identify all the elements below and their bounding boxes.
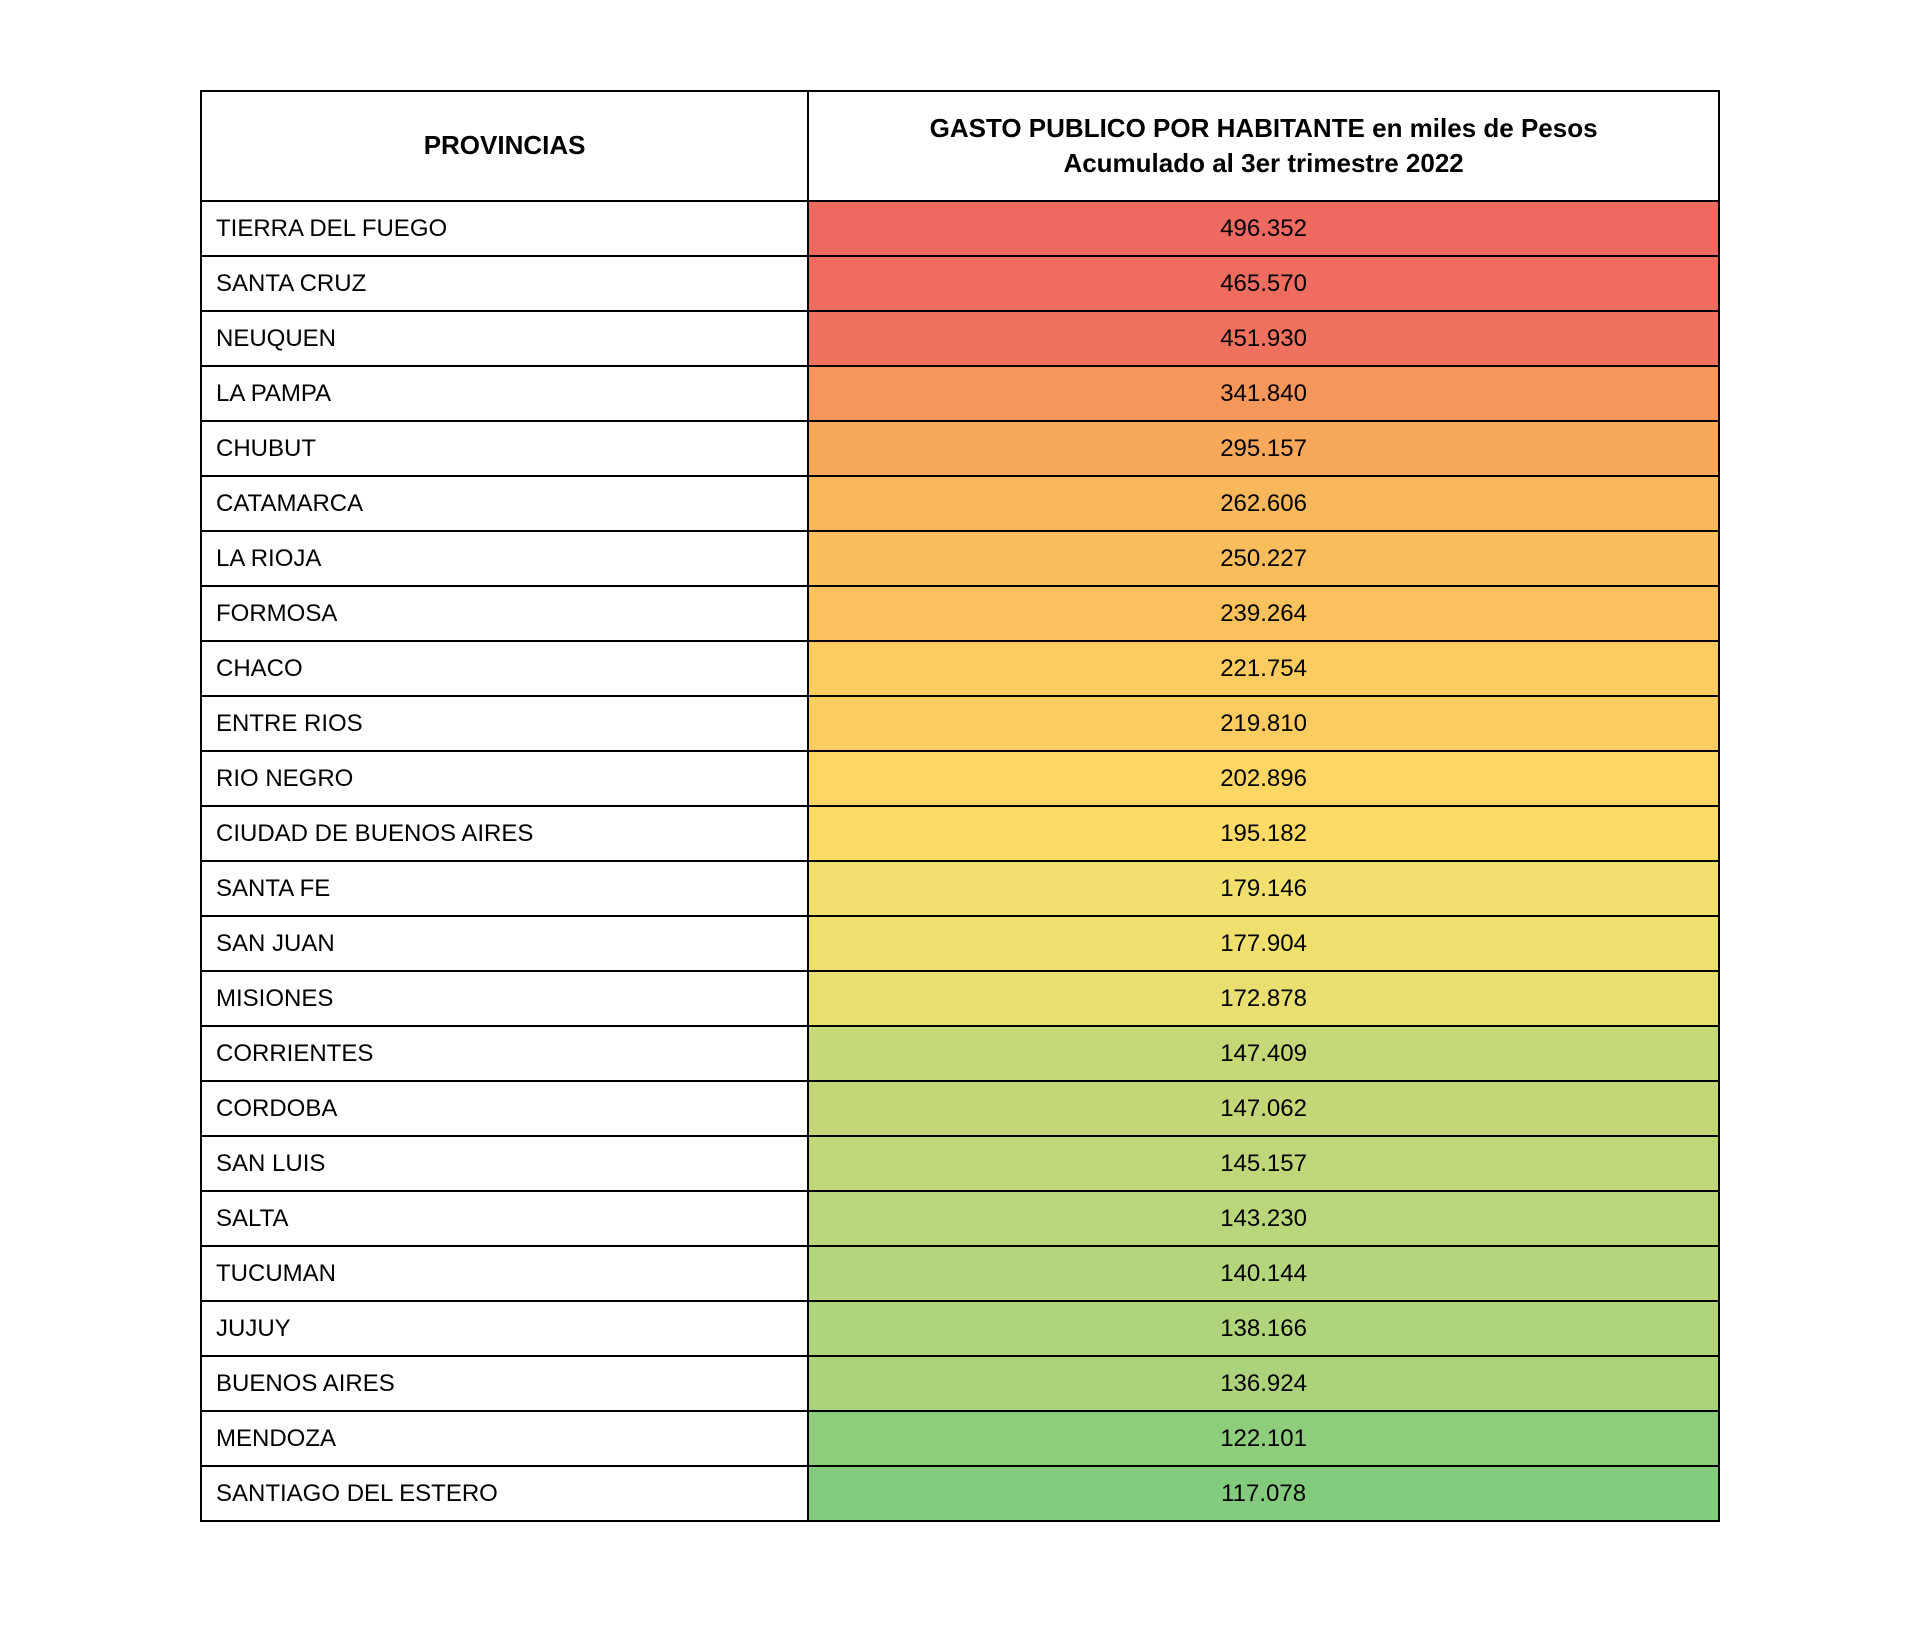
valor-cell: 202.896 (808, 751, 1719, 806)
table-row: ENTRE RIOS219.810 (201, 696, 1719, 751)
table-row: TIERRA DEL FUEGO496.352 (201, 201, 1719, 256)
valor-cell: 147.409 (808, 1026, 1719, 1081)
table-header-row: PROVINCIAS GASTO PUBLICO POR HABITANTE e… (201, 91, 1719, 201)
provincia-cell: SALTA (201, 1191, 808, 1246)
table-row: MENDOZA122.101 (201, 1411, 1719, 1466)
valor-cell: 136.924 (808, 1356, 1719, 1411)
table-body: TIERRA DEL FUEGO496.352SANTA CRUZ465.570… (201, 201, 1719, 1521)
table-row: SALTA143.230 (201, 1191, 1719, 1246)
table-row: SANTA FE179.146 (201, 861, 1719, 916)
table-row: SANTA CRUZ465.570 (201, 256, 1719, 311)
table-row: SAN LUIS145.157 (201, 1136, 1719, 1191)
provincia-cell: JUJUY (201, 1301, 808, 1356)
header-provincias-text: PROVINCIAS (424, 130, 586, 160)
table-row: CORDOBA147.062 (201, 1081, 1719, 1136)
table-row: TUCUMAN140.144 (201, 1246, 1719, 1301)
table-row: LA PAMPA341.840 (201, 366, 1719, 421)
table-row: RIO NEGRO202.896 (201, 751, 1719, 806)
provincia-cell: NEUQUEN (201, 311, 808, 366)
provincia-cell: SAN LUIS (201, 1136, 808, 1191)
valor-cell: 138.166 (808, 1301, 1719, 1356)
valor-cell: 195.182 (808, 806, 1719, 861)
header-valor-line1: GASTO PUBLICO POR HABITANTE en miles de … (930, 113, 1598, 143)
table-row: FORMOSA239.264 (201, 586, 1719, 641)
table-row: BUENOS AIRES136.924 (201, 1356, 1719, 1411)
valor-cell: 341.840 (808, 366, 1719, 421)
valor-cell: 143.230 (808, 1191, 1719, 1246)
valor-cell: 179.146 (808, 861, 1719, 916)
table-row: NEUQUEN451.930 (201, 311, 1719, 366)
valor-cell: 140.144 (808, 1246, 1719, 1301)
valor-cell: 295.157 (808, 421, 1719, 476)
valor-cell: 465.570 (808, 256, 1719, 311)
table-row: SAN JUAN177.904 (201, 916, 1719, 971)
provincia-cell: TIERRA DEL FUEGO (201, 201, 808, 256)
table-row: SANTIAGO DEL ESTERO117.078 (201, 1466, 1719, 1521)
provincia-cell: LA PAMPA (201, 366, 808, 421)
provincia-cell: CIUDAD DE BUENOS AIRES (201, 806, 808, 861)
valor-cell: 221.754 (808, 641, 1719, 696)
header-valor-line2: Acumulado al 3er trimestre 2022 (1063, 148, 1463, 178)
provincia-cell: CORDOBA (201, 1081, 808, 1136)
valor-cell: 145.157 (808, 1136, 1719, 1191)
valor-cell: 122.101 (808, 1411, 1719, 1466)
valor-cell: 250.227 (808, 531, 1719, 586)
valor-cell: 117.078 (808, 1466, 1719, 1521)
provincia-cell: BUENOS AIRES (201, 1356, 808, 1411)
table-row: MISIONES172.878 (201, 971, 1719, 1026)
gasto-publico-table: PROVINCIAS GASTO PUBLICO POR HABITANTE e… (200, 90, 1720, 1522)
valor-cell: 177.904 (808, 916, 1719, 971)
provincia-cell: SANTA CRUZ (201, 256, 808, 311)
valor-cell: 147.062 (808, 1081, 1719, 1136)
provincia-cell: TUCUMAN (201, 1246, 808, 1301)
provincia-cell: RIO NEGRO (201, 751, 808, 806)
provincia-cell: CHUBUT (201, 421, 808, 476)
provincia-cell: MENDOZA (201, 1411, 808, 1466)
valor-cell: 219.810 (808, 696, 1719, 751)
valor-cell: 451.930 (808, 311, 1719, 366)
table-row: CORRIENTES147.409 (201, 1026, 1719, 1081)
provincia-cell: LA RIOJA (201, 531, 808, 586)
valor-cell: 172.878 (808, 971, 1719, 1026)
provincia-cell: FORMOSA (201, 586, 808, 641)
provincia-cell: SANTA FE (201, 861, 808, 916)
header-provincias: PROVINCIAS (201, 91, 808, 201)
provincia-cell: CHACO (201, 641, 808, 696)
table-row: LA RIOJA250.227 (201, 531, 1719, 586)
valor-cell: 239.264 (808, 586, 1719, 641)
valor-cell: 496.352 (808, 201, 1719, 256)
table-row: CHACO221.754 (201, 641, 1719, 696)
provincia-cell: SANTIAGO DEL ESTERO (201, 1466, 808, 1521)
provincia-cell: ENTRE RIOS (201, 696, 808, 751)
table-row: CATAMARCA262.606 (201, 476, 1719, 531)
table-row: JUJUY138.166 (201, 1301, 1719, 1356)
table-row: CIUDAD DE BUENOS AIRES195.182 (201, 806, 1719, 861)
valor-cell: 262.606 (808, 476, 1719, 531)
provincia-cell: CATAMARCA (201, 476, 808, 531)
provincia-cell: CORRIENTES (201, 1026, 808, 1081)
provincia-cell: MISIONES (201, 971, 808, 1026)
provincia-cell: SAN JUAN (201, 916, 808, 971)
table-row: CHUBUT295.157 (201, 421, 1719, 476)
header-valor: GASTO PUBLICO POR HABITANTE en miles de … (808, 91, 1719, 201)
